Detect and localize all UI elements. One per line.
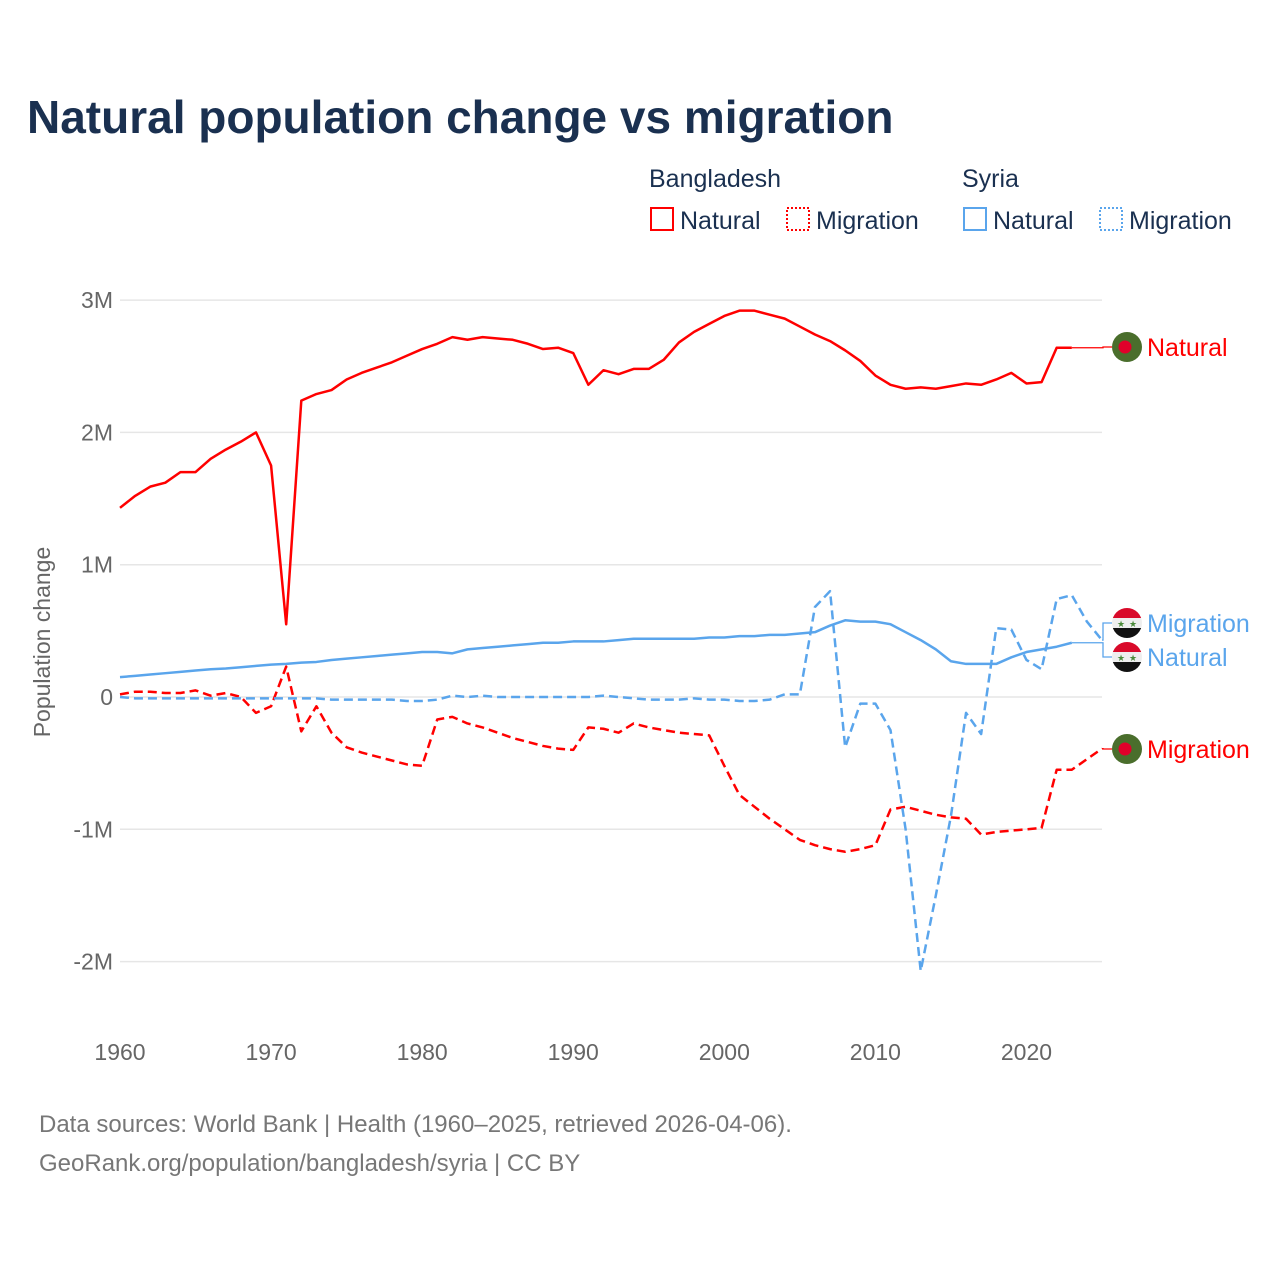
end-label-syria-natural: Natural	[1147, 644, 1228, 672]
series-line-syria-natural[interactable]	[119, 619, 1073, 679]
svg-text:★: ★	[1117, 619, 1125, 629]
y-tick-label: -2M	[73, 949, 113, 975]
svg-text:★: ★	[1129, 653, 1137, 663]
x-axis-ticks: 1960 1970 1980 1990 2000 2010 2020	[94, 1039, 1052, 1065]
gridlines	[120, 299, 1102, 963]
legend: Bangladesh Syria Natural Migration Natur…	[649, 165, 1232, 235]
end-label-bangladesh-migration: Migration	[1147, 736, 1250, 764]
y-tick-label: -1M	[73, 816, 113, 842]
syria-flag-icon: ★ ★	[1112, 642, 1142, 672]
chart-title: Natural population change vs migration	[27, 91, 893, 143]
y-tick-label: 3M	[81, 287, 113, 313]
bangladesh-flag-icon	[1112, 734, 1142, 764]
legend-label-sy-natural[interactable]: Natural	[993, 207, 1074, 235]
series-line-bangladesh-migration[interactable]	[119, 665, 1103, 854]
syria-flag-icon: ★ ★	[1112, 608, 1142, 638]
label-connector	[1071, 642, 1112, 658]
legend-swatch-sy-migration	[1099, 207, 1123, 231]
source-line-1: Data sources: World Bank | Health (1960–…	[39, 1111, 792, 1138]
y-tick-label: 0	[100, 684, 113, 710]
x-tick-label: 2000	[699, 1039, 750, 1065]
legend-group-syria: Syria	[962, 165, 1019, 193]
label-connector	[1071, 346, 1112, 349]
y-tick-label: 1M	[81, 552, 113, 578]
x-tick-label: 2020	[1001, 1039, 1052, 1065]
x-tick-label: 1970	[245, 1039, 296, 1065]
svg-text:★: ★	[1129, 619, 1137, 629]
legend-label-bd-migration[interactable]: Migration	[816, 207, 919, 235]
svg-text:★: ★	[1117, 653, 1125, 663]
y-axis-ticks: 3M 2M 1M 0 -1M -2M	[73, 287, 113, 975]
legend-label-bd-natural[interactable]: Natural	[680, 207, 761, 235]
end-label-bangladesh-natural: Natural	[1147, 334, 1228, 362]
legend-swatch-bd-natural	[650, 207, 674, 231]
x-tick-label: 2010	[850, 1039, 901, 1065]
series-line-syria-migration[interactable]	[119, 589, 1103, 973]
x-tick-label: 1960	[94, 1039, 145, 1065]
label-connector	[1102, 622, 1112, 641]
legend-group-bangladesh: Bangladesh	[649, 165, 781, 193]
legend-swatch-bd-migration	[786, 207, 810, 231]
y-tick-label: 2M	[81, 419, 113, 445]
source-line-2[interactable]: GeoRank.org/population/bangladesh/syria …	[39, 1150, 580, 1177]
x-tick-label: 1980	[397, 1039, 448, 1065]
bangladesh-flag-icon	[1112, 332, 1142, 362]
legend-label-sy-migration[interactable]: Migration	[1129, 207, 1232, 235]
x-tick-label: 1990	[548, 1039, 599, 1065]
legend-swatch-sy-natural	[963, 207, 987, 231]
y-axis-label: Population change	[29, 547, 55, 738]
series-line-bangladesh-natural[interactable]	[119, 309, 1072, 626]
series-lines	[119, 309, 1103, 973]
end-label-syria-migration: Migration	[1147, 610, 1250, 638]
